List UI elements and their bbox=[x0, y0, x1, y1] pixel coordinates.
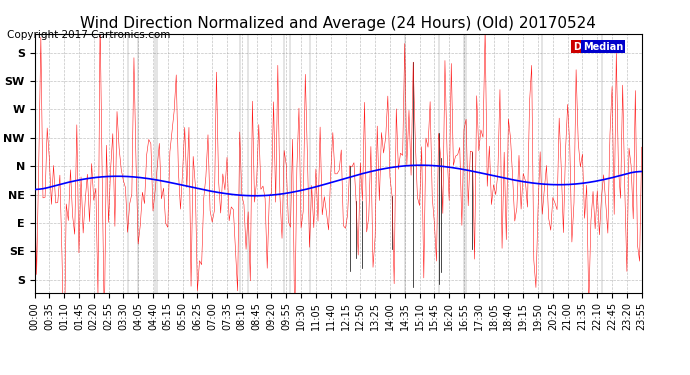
Title: Wind Direction Normalized and Average (24 Hours) (Old) 20170524: Wind Direction Normalized and Average (2… bbox=[80, 16, 596, 31]
Text: Copyright 2017 Cartronics.com: Copyright 2017 Cartronics.com bbox=[7, 30, 170, 39]
Text: Median: Median bbox=[582, 42, 623, 51]
Text: Direction: Direction bbox=[573, 42, 624, 51]
